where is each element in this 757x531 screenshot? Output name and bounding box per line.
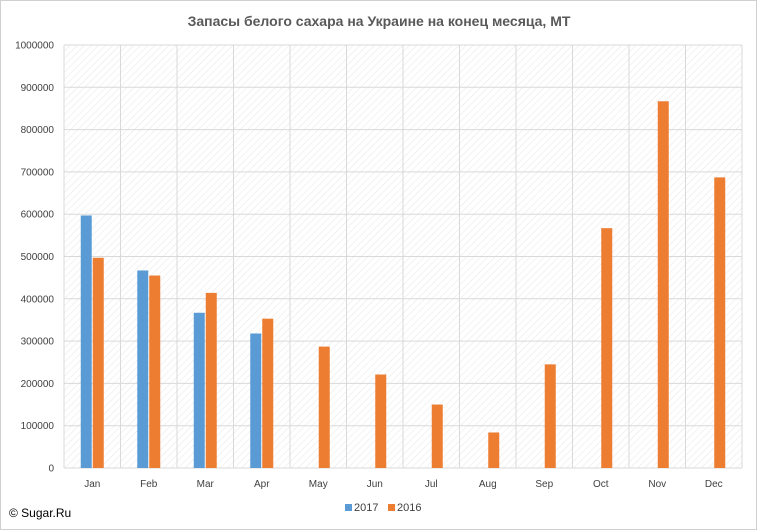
x-tick-label: Feb bbox=[140, 479, 158, 490]
bar-2017-feb bbox=[137, 270, 149, 468]
bar-2017-jan bbox=[80, 215, 92, 468]
x-tick-label: Aug bbox=[479, 479, 497, 490]
x-tick-label: Apr bbox=[254, 479, 270, 490]
y-tick-label: 0 bbox=[48, 464, 54, 475]
bar-2016-mar bbox=[205, 292, 217, 468]
bar-2016-feb bbox=[149, 275, 161, 468]
legend-label-2016: 2016 bbox=[397, 502, 421, 514]
y-tick-label: 400000 bbox=[21, 294, 55, 305]
x-tick-label: Mar bbox=[197, 479, 215, 490]
bar-2016-dec bbox=[714, 177, 726, 469]
bar-2016-sep bbox=[544, 364, 556, 468]
x-tick-label: Jul bbox=[425, 479, 438, 490]
chart-title: Запасы белого сахара на Украине на конец… bbox=[188, 13, 571, 29]
x-tick-label: May bbox=[309, 479, 328, 490]
y-tick-label: 100000 bbox=[21, 421, 55, 432]
gridlines bbox=[63, 44, 743, 469]
bar-2016-apr bbox=[262, 318, 274, 468]
y-axis-ticks: 0 100000 200000 300000 400000 500000 600000 700… bbox=[15, 41, 54, 475]
y-tick-label: 700000 bbox=[21, 167, 55, 178]
legend-swatch-2017 bbox=[345, 504, 352, 511]
x-tick-label: Jan bbox=[84, 479, 100, 490]
copyright-text: © Sugar.Ru bbox=[9, 506, 71, 520]
bar-2016-jul bbox=[431, 404, 443, 468]
y-tick-label: 800000 bbox=[21, 125, 55, 136]
bar-2016-may bbox=[318, 346, 330, 468]
bar-2017-mar bbox=[193, 312, 205, 468]
y-tick-label: 900000 bbox=[21, 83, 55, 94]
bars bbox=[80, 101, 726, 469]
y-tick-label: 200000 bbox=[21, 379, 55, 390]
x-axis-ticks: Jan Feb Mar Apr May Jun Jul Aug Sep Oct Nov Dec bbox=[84, 479, 722, 490]
y-tick-label: 500000 bbox=[21, 252, 55, 263]
x-tick-label: Oct bbox=[593, 479, 609, 490]
y-tick-label: 600000 bbox=[21, 210, 55, 221]
y-tick-label: 1000000 bbox=[15, 41, 54, 52]
x-tick-label: Sep bbox=[535, 479, 553, 490]
bar-2016-nov bbox=[657, 101, 669, 468]
legend-swatch-2016 bbox=[388, 504, 395, 511]
x-tick-label: Dec bbox=[705, 479, 723, 490]
bar-2016-jun bbox=[375, 374, 387, 468]
x-tick-label: Nov bbox=[648, 479, 666, 490]
legend-label-2017: 2017 bbox=[354, 502, 378, 514]
bar-2017-apr bbox=[250, 333, 262, 468]
y-tick-label: 300000 bbox=[21, 337, 55, 348]
bar-2016-oct bbox=[601, 228, 613, 468]
legend: 2017 2016 bbox=[345, 502, 421, 514]
x-tick-label: Jun bbox=[367, 479, 383, 490]
bar-2016-jan bbox=[92, 257, 104, 468]
bar-2016-aug bbox=[488, 432, 500, 468]
